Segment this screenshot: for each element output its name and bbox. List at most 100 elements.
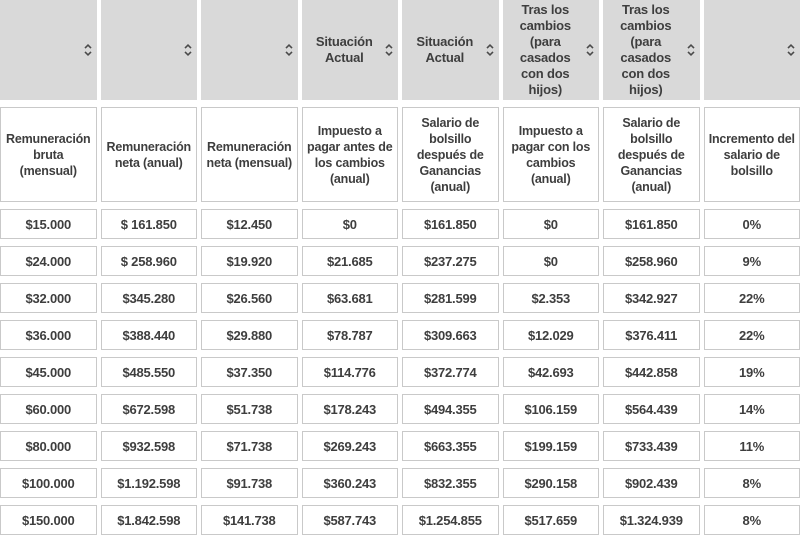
table-cell: $932.598 xyxy=(100,431,197,461)
table-cell: $24.000 xyxy=(0,246,97,276)
table-cell: $1.842.598 xyxy=(100,505,197,535)
table-cell: $237.275 xyxy=(402,246,499,276)
table-cell: $100.000 xyxy=(0,468,97,498)
table-cell: $485.550 xyxy=(100,357,197,387)
table-cell: $178.243 xyxy=(301,394,398,424)
table-cell: $26.560 xyxy=(201,283,298,313)
column-header-remuneracion-bruta-mensual: Remuneración bruta (mensual) xyxy=(0,107,97,202)
table-cell: $1.192.598 xyxy=(100,468,197,498)
table-cell: $106.159 xyxy=(502,394,599,424)
table-cell: $281.599 xyxy=(402,283,499,313)
table-cell: $36.000 xyxy=(0,320,97,350)
table-cell: 9% xyxy=(703,246,800,276)
table-cell: $0 xyxy=(502,246,599,276)
table-cell: $141.738 xyxy=(201,505,298,535)
table-cell: $19.920 xyxy=(201,246,298,276)
table-cell: $29.880 xyxy=(201,320,298,350)
sort-icon[interactable] xyxy=(485,43,494,57)
table-cell: $ 258.960 xyxy=(100,246,197,276)
table-cell: $345.280 xyxy=(100,283,197,313)
table-cell: $ 161.850 xyxy=(100,209,197,239)
group-header-label: Situación Actual xyxy=(416,34,474,65)
table-cell: $91.738 xyxy=(201,468,298,498)
table-cell: $114.776 xyxy=(301,357,398,387)
table-cell: $269.243 xyxy=(301,431,398,461)
table-cell: 8% xyxy=(703,468,800,498)
table-cell: $258.960 xyxy=(603,246,700,276)
sort-icon[interactable] xyxy=(686,43,695,57)
sort-icon[interactable] xyxy=(184,43,192,57)
table-cell: $309.663 xyxy=(402,320,499,350)
table-cell: $517.659 xyxy=(502,505,599,535)
table-cell: $342.927 xyxy=(603,283,700,313)
column-header-remuneracion-neta-mensual: Remuneración neta (mensual) xyxy=(201,107,298,202)
column-header-incremento-salario: Incremento del salario de bolsillo xyxy=(703,107,800,202)
table-cell: $12.029 xyxy=(502,320,599,350)
group-header-cell[interactable]: Situación Actual xyxy=(402,0,499,100)
table-cell: $21.685 xyxy=(301,246,398,276)
table-cell: $63.681 xyxy=(301,283,398,313)
table-cell: $32.000 xyxy=(0,283,97,313)
table-cell: $376.411 xyxy=(603,320,700,350)
table-cell: $42.693 xyxy=(502,357,599,387)
table-cell: 8% xyxy=(703,505,800,535)
table-cell: $37.350 xyxy=(201,357,298,387)
table-cell: $51.738 xyxy=(201,394,298,424)
table-cell: $372.774 xyxy=(402,357,499,387)
table-cell: $45.000 xyxy=(0,357,97,387)
table-cell: $150.000 xyxy=(0,505,97,535)
column-header-impuesto-antes-cambios: Impuesto a pagar antes de los cambios (a… xyxy=(301,107,398,202)
table-cell: $290.158 xyxy=(502,468,599,498)
table-cell: $78.787 xyxy=(301,320,398,350)
table-cell: $161.850 xyxy=(402,209,499,239)
table-cell: $442.858 xyxy=(603,357,700,387)
group-header-label: Tras los cambios (para casados con dos h… xyxy=(620,2,672,97)
table-cell: 19% xyxy=(703,357,800,387)
table-cell: $663.355 xyxy=(402,431,499,461)
table-cell: $12.450 xyxy=(201,209,298,239)
table-cell: $672.598 xyxy=(100,394,197,424)
table-cell: $1.254.855 xyxy=(402,505,499,535)
table-cell: $0 xyxy=(301,209,398,239)
column-header-impuesto-con-cambios: Impuesto a pagar con los cambios (anual) xyxy=(502,107,599,202)
table-cell: 14% xyxy=(703,394,800,424)
table-cell: 11% xyxy=(703,431,800,461)
table-cell: $832.355 xyxy=(402,468,499,498)
table-cell: $360.243 xyxy=(301,468,398,498)
sort-icon[interactable] xyxy=(284,43,293,57)
table-cell: $161.850 xyxy=(603,209,700,239)
column-header-salario-bolsillo-actual: Salario de bolsillo después de Ganancias… xyxy=(402,107,499,202)
group-header-cell[interactable] xyxy=(201,0,298,100)
table-cell: $80.000 xyxy=(0,431,97,461)
group-header-label: Situación Actual xyxy=(315,34,373,65)
table-cell: $0 xyxy=(502,209,599,239)
table-cell: $733.439 xyxy=(603,431,700,461)
group-header-cell[interactable]: Situación Actual xyxy=(301,0,398,100)
column-header-salario-bolsillo-tras-cambios: Salario de bolsillo después de Ganancias… xyxy=(603,107,700,202)
sort-icon[interactable] xyxy=(83,43,92,57)
table-cell: $199.159 xyxy=(502,431,599,461)
table-cell: 22% xyxy=(703,283,800,313)
group-header-cell[interactable] xyxy=(703,0,800,100)
table-cell: $2.353 xyxy=(502,283,599,313)
table-cell: $1.324.939 xyxy=(603,505,700,535)
table-cell: 22% xyxy=(703,320,800,350)
sort-icon[interactable] xyxy=(385,43,393,57)
table-cell: $15.000 xyxy=(0,209,97,239)
table-cell: $60.000 xyxy=(0,394,97,424)
group-header-cell[interactable]: Tras los cambios (para casados con dos h… xyxy=(502,0,599,100)
table-cell: $564.439 xyxy=(603,394,700,424)
group-header-cell[interactable] xyxy=(0,0,97,100)
column-header-remuneracion-neta-anual: Remuneración neta (anual) xyxy=(100,107,197,202)
table-cell: $388.440 xyxy=(100,320,197,350)
table-cell: 0% xyxy=(703,209,800,239)
sort-icon[interactable] xyxy=(787,43,795,57)
table-cell: $902.439 xyxy=(603,468,700,498)
group-header-label: Tras los cambios (para casados con dos h… xyxy=(519,2,572,97)
table-cell: $71.738 xyxy=(201,431,298,461)
sort-icon[interactable] xyxy=(586,43,594,57)
group-header-cell[interactable]: Tras los cambios (para casados con dos h… xyxy=(603,0,700,100)
table-cell: $587.743 xyxy=(301,505,398,535)
group-header-cell[interactable] xyxy=(100,0,197,100)
